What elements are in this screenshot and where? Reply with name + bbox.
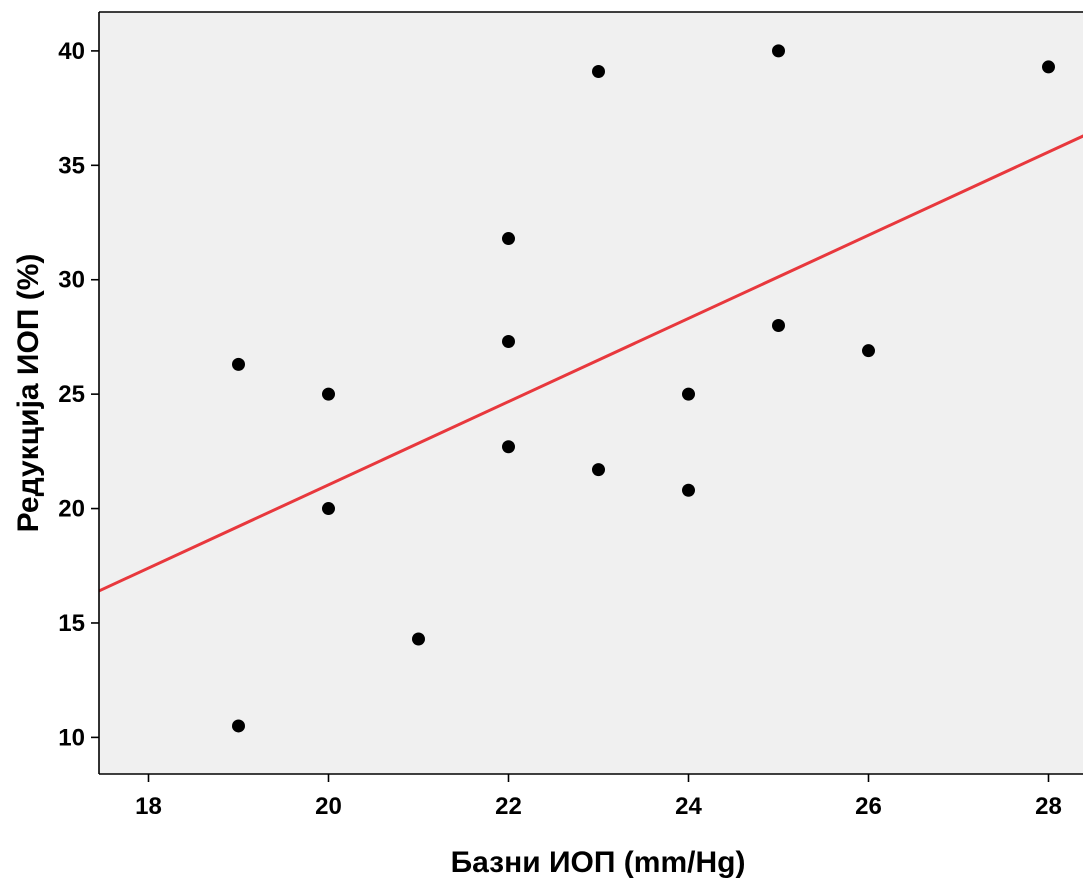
- fit-line: [98, 134, 1083, 593]
- axes-layer: [98, 11, 1083, 775]
- x-tick-label: 24: [675, 793, 702, 820]
- data-point: [682, 483, 695, 497]
- data-point: [592, 463, 605, 477]
- data-point: [862, 344, 875, 358]
- x-tick-label: 22: [495, 793, 522, 820]
- x-tick-label: 18: [135, 793, 162, 820]
- data-point: [772, 44, 785, 58]
- data-point: [682, 387, 695, 401]
- data-point: [232, 719, 245, 733]
- data-point: [232, 357, 245, 371]
- y-tick-label: 30: [58, 267, 85, 294]
- data-point: [502, 440, 515, 454]
- plot-area: [99, 12, 1083, 774]
- points-layer: [232, 44, 1055, 733]
- y-tick-label: 35: [58, 152, 85, 179]
- fit-line-layer: [98, 134, 1083, 593]
- data-point: [502, 335, 515, 349]
- x-tick-label: 26: [855, 793, 882, 820]
- data-point: [592, 64, 605, 78]
- y-tick-label: 25: [58, 381, 85, 408]
- data-point: [322, 387, 335, 401]
- x-tick-label: 20: [315, 793, 342, 820]
- y-tick-label: 15: [58, 610, 85, 637]
- data-point: [772, 318, 785, 332]
- data-point: [412, 632, 425, 646]
- x-axis-title: Базни ИОП (mm/Hg): [451, 846, 746, 879]
- y-tick-label: 20: [58, 496, 85, 523]
- y-tick-label: 10: [58, 724, 85, 751]
- y-tick-label: 40: [58, 38, 85, 65]
- data-point: [502, 232, 515, 246]
- x-tick-label: 28: [1035, 793, 1062, 820]
- data-point: [322, 502, 335, 516]
- data-point: [1042, 60, 1055, 74]
- ticks-layer: 18 20 22 24 26 28 10 15 20 25 30 35 40: [58, 38, 1062, 820]
- y-axis-title: Редукција ИОП (%): [12, 254, 45, 533]
